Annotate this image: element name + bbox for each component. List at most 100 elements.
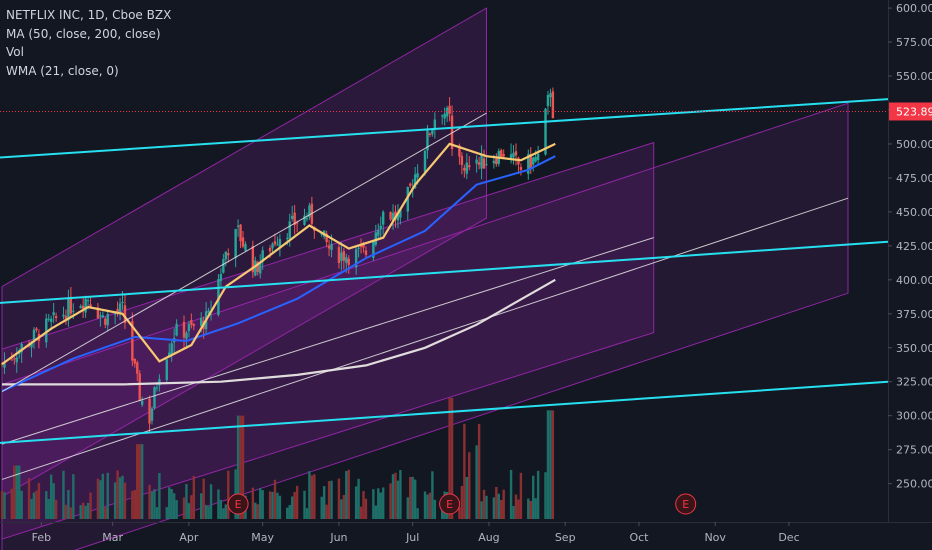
volume-bar <box>116 470 119 519</box>
candle-body <box>482 158 486 169</box>
x-tick-label: Feb <box>32 531 51 544</box>
candle-body <box>509 154 513 159</box>
volume-bar <box>86 502 90 519</box>
volume-bar <box>546 410 550 519</box>
candle-body <box>357 247 360 249</box>
candle-body <box>532 157 535 165</box>
volume-bar <box>458 507 461 519</box>
volume-bar <box>322 486 326 519</box>
candle-body <box>13 358 16 360</box>
earnings-label: E <box>446 498 453 511</box>
volume-bar <box>325 504 328 519</box>
candle-body <box>549 93 552 98</box>
candle-body <box>443 113 446 119</box>
candle-body <box>546 95 550 107</box>
candle-body <box>190 320 193 325</box>
y-tick-label: 575.00 <box>896 36 932 49</box>
candle-body <box>534 156 537 162</box>
last-price-label: 523.89 <box>896 105 932 118</box>
volume-bar <box>192 475 196 519</box>
candle-body <box>261 250 264 262</box>
volume-bar <box>497 493 500 519</box>
trendline-2 <box>0 240 889 304</box>
volume-bar <box>308 471 311 519</box>
candle-body <box>502 154 505 157</box>
volume-bar <box>482 489 486 519</box>
volume-bar <box>492 497 496 519</box>
volume-bar <box>448 397 451 519</box>
candle-body <box>3 361 6 368</box>
y-tick-label: 450.00 <box>896 206 932 219</box>
volume-bar <box>364 498 368 519</box>
volume-bar <box>477 423 481 519</box>
volume-bar <box>517 499 520 519</box>
candle-body <box>379 225 382 230</box>
candle-body <box>96 307 100 319</box>
candle-body <box>295 222 299 224</box>
candle-body <box>86 300 90 302</box>
price-axis[interactable]: 250.00 275.00 300.00 325.00 350.00 375.00 400.… <box>888 2 932 491</box>
channel-midline-1 <box>1 112 487 393</box>
y-tick-label: 350.00 <box>896 342 932 355</box>
ma50-line <box>1 155 556 393</box>
time-axis[interactable]: Feb Mar Apr May Jun Jul Aug Sep Oct Nov Dec <box>32 522 800 544</box>
volume-bar <box>374 505 378 519</box>
candle-body <box>389 211 392 220</box>
candle-body <box>381 211 385 225</box>
volume-bar <box>519 472 523 519</box>
candle-body <box>308 205 311 218</box>
candle-body <box>116 308 119 312</box>
volume-bar <box>118 477 122 519</box>
volume-bar <box>426 494 429 519</box>
ma-legend[interactable]: MA (50, close, 200, close) <box>6 26 161 41</box>
volume-bar <box>202 478 205 519</box>
volume-bar <box>411 476 414 519</box>
volume-bar <box>140 444 144 519</box>
volume-legend[interactable]: Vol <box>6 45 24 59</box>
volume-bar <box>529 500 532 519</box>
volume-bar <box>389 483 392 519</box>
earnings-label: E <box>235 498 242 511</box>
volume-bar <box>377 488 380 519</box>
candle-body <box>84 298 87 313</box>
candle-body <box>224 251 227 260</box>
volume-bar <box>170 489 173 519</box>
candle-body <box>273 241 277 245</box>
candle-body <box>426 130 429 151</box>
volume-bar <box>450 397 454 519</box>
candle-body <box>359 245 363 248</box>
candle-body <box>170 343 173 354</box>
volume-bar <box>239 415 242 519</box>
candle-body <box>54 316 58 319</box>
candle-body <box>138 373 141 402</box>
wma-legend[interactable]: WMA (21, close, 0) <box>6 63 119 78</box>
candle-body <box>185 332 188 339</box>
volume-bar <box>330 480 333 519</box>
candle-body <box>89 304 92 308</box>
candle-body <box>136 362 139 374</box>
volume-bar <box>15 465 18 519</box>
candle-body <box>150 408 154 421</box>
candle-body <box>514 151 518 156</box>
channel-midline-2 <box>1 237 654 445</box>
candle-body <box>325 233 328 243</box>
x-tick-label: Aug <box>478 531 499 544</box>
candle-body <box>396 213 400 221</box>
candle-body <box>20 343 23 353</box>
candle-body <box>288 221 291 239</box>
candle-body <box>67 299 70 321</box>
volume-bar <box>3 492 6 519</box>
volume-bar <box>463 423 466 519</box>
volume-bar <box>534 498 537 519</box>
candle-body <box>527 154 530 174</box>
symbol-legend[interactable]: NETFLIX INC, 1D, Cboe BZX <box>6 8 172 22</box>
volume-bar <box>340 499 343 519</box>
candle-body <box>372 241 375 258</box>
candle-body <box>391 212 395 223</box>
volume-bar <box>413 479 417 519</box>
y-tick-label: 325.00 <box>896 376 932 389</box>
volume-bar <box>32 492 36 519</box>
trendline-layer <box>0 98 889 444</box>
